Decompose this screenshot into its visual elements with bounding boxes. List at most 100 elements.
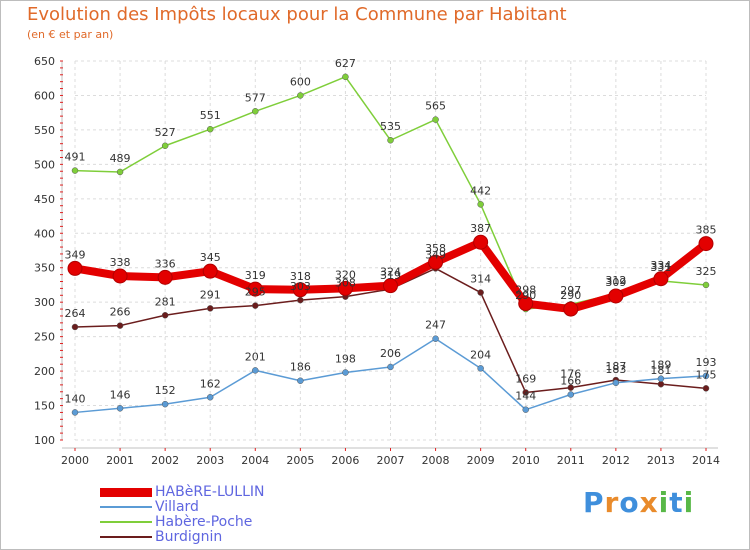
data-label-3: 319 (380, 269, 401, 282)
chart-title: Evolution des Impôts locaux pour la Comm… (27, 4, 567, 25)
data-label-3: 281 (155, 295, 176, 308)
legend-swatch-burdignin (100, 536, 152, 538)
data-label-3: 308 (335, 277, 356, 290)
data-label-1: 162 (200, 377, 221, 390)
data-point-0 (67, 260, 83, 276)
data-label-3: 349 (425, 248, 446, 261)
data-label-3: 295 (245, 286, 266, 299)
chart-subtitle: (en € et par an) (27, 28, 114, 41)
data-point-3 (297, 296, 304, 304)
logo-letter: i (658, 486, 670, 519)
data-point-1 (206, 394, 214, 401)
legend-swatch-haberepoche (100, 521, 152, 523)
y-tick-label: 150 (34, 400, 55, 413)
data-label-1: 183 (605, 363, 626, 376)
data-label-0: 358 (425, 242, 446, 255)
logo-letter: i (683, 486, 695, 519)
data-label-1: 247 (425, 319, 446, 332)
proxiti-logo: Proxiti (583, 486, 694, 519)
data-point-0 (428, 254, 444, 270)
data-point-0 (292, 282, 308, 298)
data-label-2: 290 (515, 289, 536, 302)
data-point-2 (297, 92, 304, 99)
y-tick-label: 650 (34, 55, 55, 68)
data-label-2: 600 (290, 75, 311, 88)
data-point-2 (702, 281, 710, 289)
y-tick-label: 350 (34, 262, 55, 275)
y-tick-label: 250 (34, 331, 55, 344)
data-point-1 (387, 363, 394, 371)
legend-item-burdignin: Burdignin (100, 529, 222, 545)
data-point-0 (202, 263, 218, 279)
x-tick-label: 2013 (647, 454, 675, 467)
data-point-3 (567, 384, 575, 391)
data-point-3 (702, 385, 710, 392)
data-label-2: 491 (65, 151, 86, 164)
data-point-0 (337, 280, 353, 296)
data-label-1: 204 (470, 348, 491, 361)
data-label-3: 264 (65, 307, 86, 320)
data-point-0 (518, 296, 534, 312)
legend-swatch-haberelullin (100, 487, 152, 497)
data-label-2: 312 (605, 274, 626, 287)
data-label-2: 627 (335, 57, 356, 70)
data-point-3 (116, 322, 124, 329)
data-point-3 (657, 380, 665, 388)
data-label-1: 152 (155, 384, 176, 397)
data-point-1 (477, 365, 484, 372)
data-label-1: 193 (696, 356, 717, 369)
data-point-1 (567, 391, 575, 398)
y-tick-label: 500 (34, 158, 55, 171)
data-point-2 (342, 73, 349, 81)
data-label-3: 291 (200, 288, 221, 301)
data-label-0: 387 (470, 222, 491, 235)
x-tick-label: 2003 (196, 454, 224, 467)
x-tick-label: 2005 (286, 454, 314, 467)
x-tick-label: 2001 (106, 454, 134, 467)
data-point-3 (522, 389, 529, 396)
data-label-1: 206 (380, 347, 401, 360)
legend-label-burdignin: Burdignin (155, 529, 223, 545)
legend-item-villard: Villard (100, 499, 199, 515)
data-point-1 (161, 400, 169, 408)
data-label-2: 577 (245, 91, 266, 104)
data-label-0: 319 (245, 269, 266, 282)
data-point-2 (161, 142, 169, 150)
y-tick-label: 450 (34, 193, 55, 206)
data-label-2: 535 (380, 120, 401, 133)
data-point-1 (342, 369, 349, 376)
data-label-1: 144 (515, 390, 536, 403)
data-label-2: 565 (425, 100, 446, 113)
logo-letter: o (619, 486, 640, 519)
data-point-1 (297, 377, 304, 384)
x-tick-label: 2002 (151, 454, 179, 467)
legend-item-haberepoche: Habère-Poche (100, 514, 252, 530)
data-label-0: 320 (335, 268, 356, 281)
data-point-0 (473, 234, 489, 250)
data-label-1: 189 (650, 359, 671, 372)
data-label-3: 176 (560, 368, 581, 381)
data-point-1 (252, 367, 259, 374)
x-tick-label: 2012 (602, 454, 630, 467)
data-point-3 (206, 305, 214, 312)
legend-swatch-villard (100, 506, 152, 508)
data-point-2 (71, 167, 79, 174)
data-label-1: 166 (560, 375, 581, 388)
data-label-2: 331 (650, 261, 671, 274)
data-label-0: 349 (65, 248, 86, 261)
data-label-2: 551 (200, 109, 221, 122)
data-point-2 (387, 136, 394, 144)
data-point-2 (116, 168, 124, 176)
legend-label-haberelullin: HABèRE-LULLIN (155, 484, 265, 500)
data-label-0: 334 (650, 259, 671, 272)
x-tick-label: 2010 (512, 454, 540, 467)
data-label-1: 186 (290, 361, 311, 374)
plot-area (75, 61, 706, 440)
x-tick-label: 2007 (377, 454, 405, 467)
data-point-3 (161, 312, 169, 319)
data-label-2: 442 (470, 184, 491, 197)
data-point-3 (252, 302, 259, 309)
y-tick-label: 550 (34, 124, 55, 137)
legend-label-haberepoche: Habère-Poche (155, 514, 253, 530)
